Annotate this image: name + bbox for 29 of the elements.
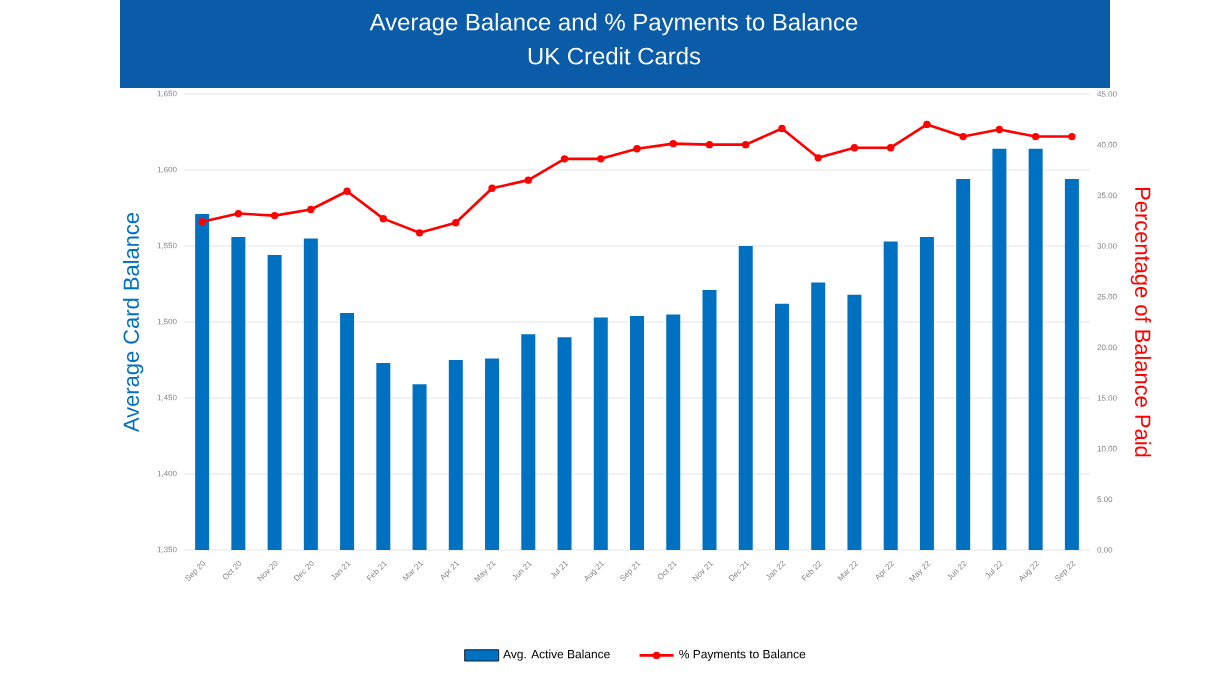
point	[995, 125, 1004, 134]
chart-title: Average Balance and % Payments to Balance	[369, 13, 858, 36]
point	[814, 154, 822, 162]
point	[415, 229, 424, 237]
point	[452, 219, 460, 227]
point	[669, 139, 677, 148]
point	[923, 120, 931, 129]
y2-axis-title: Percentage of Balance Paid	[1130, 187, 1152, 457]
chart-subtitle: UK Credit Cards	[528, 47, 701, 65]
point	[742, 140, 750, 149]
point	[343, 187, 351, 195]
point	[270, 211, 279, 220]
point	[524, 176, 532, 184]
point	[1068, 132, 1076, 141]
point	[705, 140, 714, 149]
point	[778, 124, 786, 133]
point	[887, 144, 895, 152]
point	[597, 155, 605, 163]
point	[488, 184, 496, 192]
point	[198, 217, 206, 226]
point	[307, 205, 315, 214]
point	[560, 155, 569, 163]
point	[850, 144, 859, 152]
point	[959, 132, 967, 141]
y-axis-title: Average Card Balance	[122, 212, 144, 433]
point	[234, 209, 243, 218]
point	[379, 214, 388, 223]
point	[1031, 132, 1040, 141]
point	[633, 145, 641, 153]
